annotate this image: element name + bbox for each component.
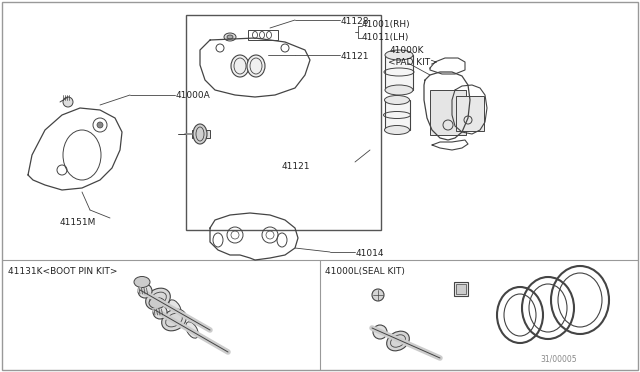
- Bar: [248, 30, 278, 40]
- Bar: [385, 55, 413, 90]
- Ellipse shape: [146, 288, 170, 310]
- Ellipse shape: [162, 309, 186, 331]
- Text: 41011(LH): 41011(LH): [362, 33, 410, 42]
- Text: 41001(RH): 41001(RH): [362, 20, 411, 29]
- Ellipse shape: [224, 33, 236, 41]
- Ellipse shape: [231, 55, 249, 77]
- Text: 31/00005: 31/00005: [540, 355, 577, 364]
- Ellipse shape: [387, 331, 410, 351]
- Ellipse shape: [186, 322, 198, 338]
- Bar: [454, 282, 468, 296]
- Ellipse shape: [373, 325, 387, 339]
- Bar: [385, 100, 410, 130]
- Ellipse shape: [149, 298, 165, 308]
- Text: 41131K<BOOT PIN KIT>: 41131K<BOOT PIN KIT>: [8, 267, 118, 276]
- Ellipse shape: [385, 85, 413, 95]
- Bar: [192, 130, 210, 138]
- Ellipse shape: [63, 97, 73, 107]
- Bar: [456, 284, 466, 294]
- Text: 41000A: 41000A: [176, 91, 211, 100]
- Ellipse shape: [227, 35, 233, 39]
- Ellipse shape: [153, 305, 167, 319]
- Text: 41014: 41014: [356, 249, 385, 258]
- Text: 41000K: 41000K: [390, 46, 424, 55]
- Bar: [430, 90, 466, 135]
- Text: 41121: 41121: [282, 162, 310, 171]
- Ellipse shape: [385, 50, 413, 60]
- Text: 41121: 41121: [341, 52, 369, 61]
- Ellipse shape: [193, 124, 207, 144]
- Ellipse shape: [169, 300, 181, 316]
- Text: 41151M: 41151M: [60, 218, 97, 227]
- Ellipse shape: [372, 289, 384, 301]
- Ellipse shape: [138, 284, 152, 298]
- Text: 41128: 41128: [341, 17, 369, 26]
- Bar: [456, 96, 484, 131]
- Text: 41000L(SEAL KIT): 41000L(SEAL KIT): [325, 267, 405, 276]
- Text: <PAD KIT>: <PAD KIT>: [388, 58, 438, 67]
- Bar: [186, 15, 381, 230]
- Ellipse shape: [247, 55, 265, 77]
- Circle shape: [97, 122, 103, 128]
- Ellipse shape: [385, 96, 410, 105]
- Ellipse shape: [385, 125, 410, 135]
- Ellipse shape: [134, 276, 150, 288]
